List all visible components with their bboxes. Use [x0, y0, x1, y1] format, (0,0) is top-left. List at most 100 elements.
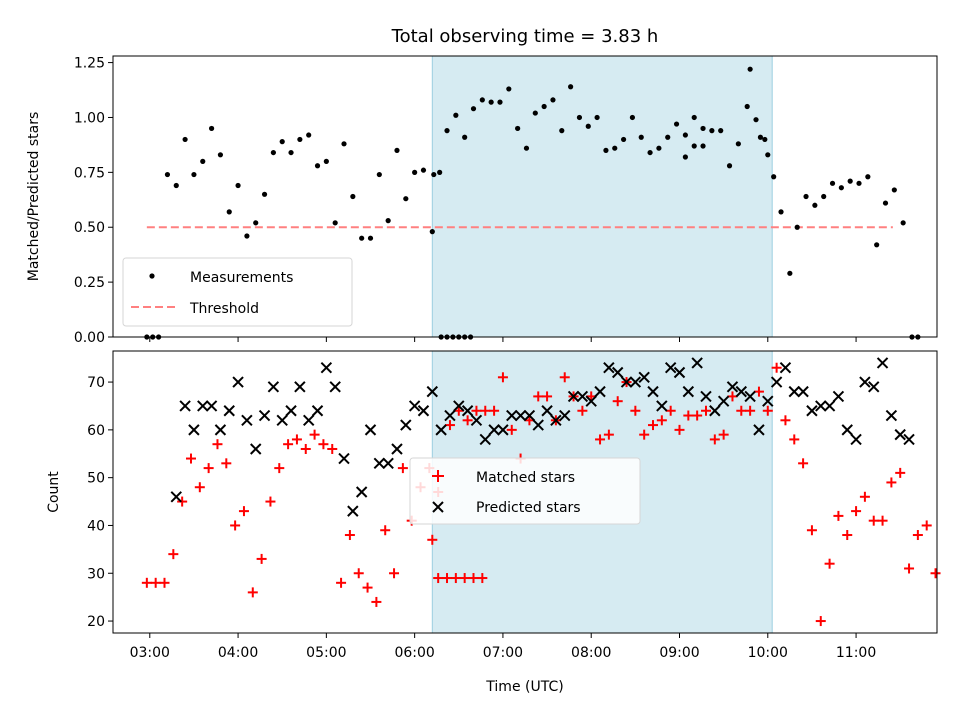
predicted-star-point	[364, 424, 377, 436]
matched-star-point	[559, 372, 570, 383]
x-tick-label: 05:00	[306, 645, 346, 661]
predicted-star-point	[391, 443, 403, 455]
measurement-point	[865, 174, 871, 180]
predicted-star-point	[408, 400, 421, 412]
matched-star-point	[806, 525, 817, 536]
predicted-star-point	[285, 405, 297, 417]
predicted-star-point	[241, 414, 253, 427]
matched-star-point	[798, 458, 809, 469]
y-tick-label: 0.00	[74, 330, 105, 346]
matched-star-point	[656, 415, 667, 426]
predicted-star-point	[223, 405, 235, 417]
matched-star-point	[506, 424, 517, 435]
predicted-star-point	[806, 405, 818, 417]
measurement-point	[488, 99, 494, 105]
predicted-star-point	[576, 390, 589, 403]
measurement-point	[638, 134, 644, 140]
matched-star-point	[203, 463, 214, 474]
count-panel-frame	[112, 350, 938, 634]
measurement-point	[385, 218, 391, 224]
matched-star-point	[159, 577, 170, 588]
measurement-point	[838, 185, 844, 191]
matched-star-point	[718, 429, 729, 440]
y-tick-label: 60	[87, 423, 105, 439]
measurement-point	[431, 171, 437, 178]
predicted-star-point	[435, 424, 447, 436]
predicted-star-point	[850, 433, 862, 446]
matched-star-point	[221, 458, 232, 469]
predicted-star-point	[205, 400, 218, 412]
predicted-star-point	[355, 486, 368, 498]
measurement-point	[497, 99, 503, 105]
matched-star-point	[603, 429, 614, 440]
ratio-y-axis-label: Matched/Predicted stars	[26, 112, 42, 282]
measurement-point	[515, 125, 521, 132]
predicted-star-point	[214, 424, 227, 436]
measurement-point	[682, 154, 688, 160]
predicted-star-point	[620, 376, 633, 388]
ratio-legend-box	[122, 257, 353, 327]
matched-star-point	[665, 405, 676, 416]
predicted-star-point	[347, 505, 359, 517]
count-legend-box	[409, 457, 641, 525]
measurement-point	[682, 132, 688, 138]
measurement-point	[576, 114, 583, 121]
measurement-point	[253, 220, 259, 226]
predicted-star-point	[832, 390, 845, 403]
matched-star-point	[771, 362, 782, 373]
predicted-star-point	[294, 381, 306, 393]
predicted-star-point	[276, 414, 288, 427]
measurement-point	[332, 220, 338, 226]
measurement-point	[550, 97, 556, 103]
matched-star-point	[371, 596, 382, 607]
predicted-star-point	[559, 409, 571, 422]
matched-star-point	[692, 410, 703, 421]
predicted-star-point	[232, 376, 244, 388]
count-panel: 20 30 40 50 60 70 03:00 04:00 05:00 06:00 07:00 08…	[46, 350, 941, 695]
ratio-x-ticks	[149, 337, 857, 342]
measurement-point	[787, 270, 793, 276]
ratio-panel-frame	[112, 55, 938, 338]
measurement-point	[891, 187, 897, 193]
matched-star-point	[194, 482, 205, 493]
predicted-star-point	[444, 409, 456, 422]
count-y-ticks: 20 30 40 50 60 70	[87, 375, 113, 630]
measurement-point	[479, 97, 485, 103]
predicted-star-point	[876, 357, 889, 369]
measurement-point	[412, 169, 418, 175]
measurement-point	[437, 169, 443, 175]
measurement-point	[585, 123, 591, 129]
matched-star-point	[471, 405, 482, 416]
predicted-star-point	[267, 381, 280, 393]
matched-star-point	[453, 405, 464, 416]
predicted-star-point	[585, 395, 597, 407]
measurement-point	[874, 242, 880, 248]
predicted-star-point	[894, 428, 906, 441]
matched-star-point	[815, 616, 826, 627]
matched-star-point	[480, 405, 491, 416]
predicted-star-point	[629, 376, 642, 388]
legend-measurements-label: Measurements	[190, 270, 293, 286]
measurement-point	[753, 117, 759, 123]
measurement-point	[532, 110, 538, 116]
y-tick-label: 30	[87, 566, 105, 582]
matched-star-point	[612, 396, 623, 407]
predicted-star-point	[417, 405, 430, 417]
measurement-point	[376, 171, 382, 178]
predicted-star-point	[488, 424, 500, 436]
measurement-point	[279, 139, 285, 145]
matched-star-point	[921, 520, 932, 531]
ratio-legend: Measurements Threshold	[122, 257, 353, 327]
measurement-point	[794, 224, 800, 230]
predicted-star-point	[373, 457, 386, 470]
predicted-star-point	[523, 409, 536, 422]
predicted-star-point	[903, 433, 915, 446]
matched-star-point	[433, 573, 444, 584]
matched-star-point	[336, 577, 347, 588]
predicted-star-point	[682, 385, 695, 398]
y-tick-label: 40	[87, 518, 105, 534]
predicted-star-point	[400, 419, 412, 431]
matched-star-point	[868, 515, 879, 526]
measurement-point	[341, 141, 347, 147]
